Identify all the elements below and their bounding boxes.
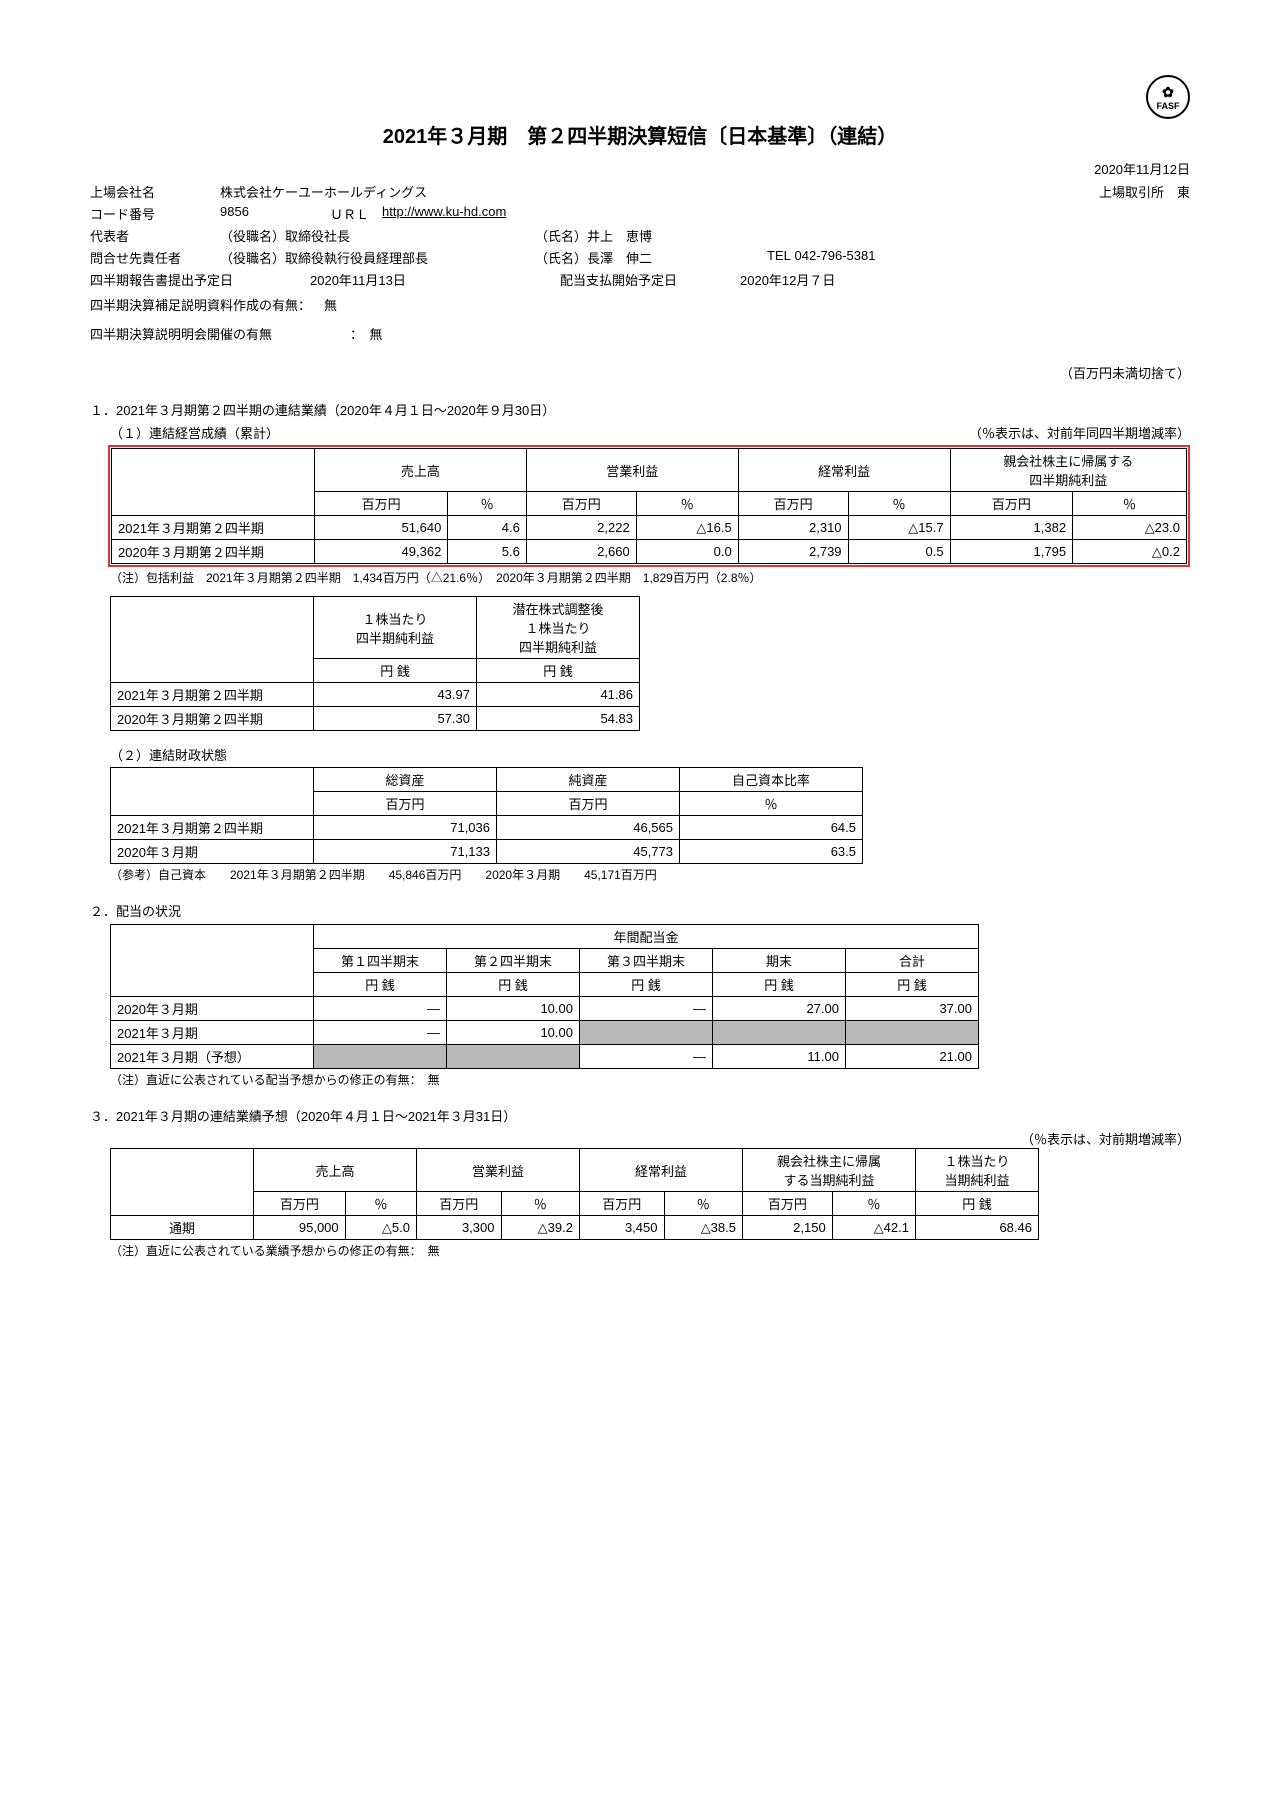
forecast-table: 売上高 営業利益 経常利益 親会社株主に帰属 する当期純利益 １株当たり 当期純… <box>110 1148 1039 1240</box>
table-row: 2021年３月期 ― 10.00 <box>111 1021 979 1045</box>
table-row: 2021年３月期第２四半期 51,6404.6 2,222△16.5 2,310… <box>112 516 1187 540</box>
section1-sub2: （２）連結財政状態 <box>110 745 227 764</box>
section1-pctnote: （％表示は、対前年同四半期増減率） <box>969 423 1190 442</box>
forecast-note: （注）直近に公表されている業績予想からの修正の有無： 無 <box>110 1242 1190 1259</box>
comprehensive-income-note: （注）包括利益 2021年３月期第２四半期 1,434百万円（△21.6％） 2… <box>110 569 1190 586</box>
rounding-note: （百万円未満切捨て） <box>90 363 1190 382</box>
fasf-logo: ✿ FASF <box>1146 75 1190 119</box>
section2-heading: ２．配当の状況 <box>90 901 1190 920</box>
issue-date: 2020年11月12日 <box>90 159 1190 178</box>
section1-sub1: （１）連結経営成績（累計） <box>110 423 279 442</box>
table-row: 2021年３月期（予想） ― 11.00 21.00 <box>111 1045 979 1069</box>
table-row: 2020年３月期第２四半期 49,3625.6 2,6600.0 2,7390.… <box>112 540 1187 564</box>
table-row: 通期 95,000△5.0 3,300△39.2 3,450△38.5 2,15… <box>111 1216 1039 1240</box>
dividend-table: 年間配当金 第１四半期末 第２四半期末 第３四半期末 期末 合計 円 銭円 銭円… <box>110 924 979 1069</box>
table-row: 2020年３月期第２四半期 57.30 54.83 <box>111 707 640 731</box>
results-highlight-box: 売上高 営業利益 経常利益 親会社株主に帰属する 四半期純利益 百万円％ 百万円… <box>108 445 1190 567</box>
results-table: 売上高 営業利益 経常利益 親会社株主に帰属する 四半期純利益 百万円％ 百万円… <box>111 448 1187 564</box>
table-row: 2020年３月期 71,133 45,773 63.5 <box>111 840 863 864</box>
section1-heading: １．2021年３月期第２四半期の連結業績（2020年４月１日～2020年９月30… <box>90 400 1190 419</box>
document-title: 2021年３月期 第２四半期決算短信〔日本基準〕（連結） <box>90 120 1190 149</box>
eps-table: １株当たり 四半期純利益 潜在株式調整後 １株当たり 四半期純利益 円 銭円 銭… <box>110 596 640 731</box>
section3-pctnote: （％表示は、対前期増減率） <box>90 1129 1190 1148</box>
company-info: 上場会社名 株式会社ケーユーホールディングス 上場取引所 東 コード番号 985… <box>90 182 1190 343</box>
section3-heading: ３．2021年３月期の連結業績予想（2020年４月１日～2021年３月31日） <box>90 1106 1190 1125</box>
dividend-note: （注）直近に公表されている配当予想からの修正の有無： 無 <box>110 1071 1190 1088</box>
company-url-link[interactable]: http://www.ku-hd.com <box>382 204 506 223</box>
table-row: 2021年３月期第２四半期 43.97 41.86 <box>111 683 640 707</box>
equity-reference: （参考）自己資本 2021年３月期第２四半期 45,846百万円 2020年３月… <box>110 866 1190 883</box>
table-row: 2021年３月期第２四半期 71,036 46,565 64.5 <box>111 816 863 840</box>
table-row: 2020年３月期 ― 10.00 ― 27.00 37.00 <box>111 997 979 1021</box>
financial-position-table: 総資産 純資産 自己資本比率 百万円 百万円 ％ 2021年３月期第２四半期 7… <box>110 767 863 864</box>
